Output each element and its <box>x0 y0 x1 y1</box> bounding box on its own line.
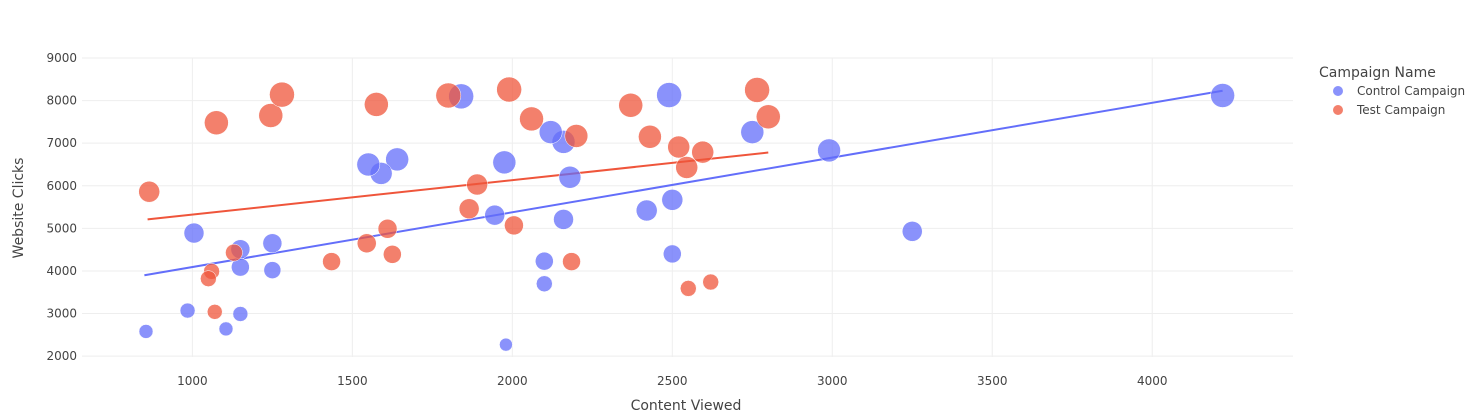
legend-label-test: Test Campaign <box>1356 103 1445 117</box>
test-campaign-point[interactable] <box>200 270 217 287</box>
y-tick-label: 4000 <box>46 264 77 278</box>
control-campaign-trendline <box>144 89 1223 277</box>
test-campaign-point[interactable] <box>269 81 295 108</box>
y-tick-label: 5000 <box>46 221 77 235</box>
control-campaign-point[interactable] <box>492 150 517 175</box>
trendlines <box>144 89 1223 277</box>
control-campaign-point[interactable] <box>179 302 196 319</box>
x-axis-title: Content Viewed <box>631 398 742 414</box>
x-tick-label: 1000 <box>177 374 208 388</box>
test-campaign-point[interactable] <box>744 77 770 103</box>
legend-marker-control <box>1333 86 1343 96</box>
control-campaign-point[interactable] <box>817 138 841 163</box>
control-campaign-point[interactable] <box>535 251 554 271</box>
x-tick-label: 3500 <box>977 374 1008 388</box>
x-tick-label: 1500 <box>337 374 368 388</box>
legend-label-control: Control Campaign <box>1357 84 1465 98</box>
test-campaign-point[interactable] <box>504 215 524 236</box>
test-campaign-point[interactable] <box>383 245 402 264</box>
control-campaign-point[interactable] <box>558 166 582 189</box>
control-campaign-point[interactable] <box>356 152 381 177</box>
control-campaign-point[interactable] <box>499 337 513 352</box>
control-campaign-point[interactable] <box>1210 83 1235 108</box>
test-campaign-point[interactable] <box>377 219 398 239</box>
test-campaign-point[interactable] <box>204 110 229 135</box>
test-campaign-point[interactable] <box>466 173 488 196</box>
test-campaign-point[interactable] <box>638 125 662 149</box>
y-tick-label: 9000 <box>46 51 77 65</box>
test-campaign-point[interactable] <box>207 304 223 320</box>
control-campaign-point[interactable] <box>138 324 154 339</box>
control-campaign-point[interactable] <box>218 321 234 337</box>
test-campaign-point[interactable] <box>258 103 284 128</box>
test-campaign-point[interactable] <box>322 252 341 271</box>
test-campaign-point[interactable] <box>691 140 714 164</box>
y-tick-label: 3000 <box>46 307 77 321</box>
control-campaign-point[interactable] <box>484 204 505 226</box>
test-campaign-point[interactable] <box>756 104 781 130</box>
test-campaign-point[interactable] <box>667 135 690 159</box>
control-campaign-point[interactable] <box>902 221 923 242</box>
control-campaign-point[interactable] <box>262 233 283 254</box>
legend-title: Campaign Name <box>1319 65 1436 81</box>
x-tick-label: 4000 <box>1137 374 1168 388</box>
control-campaign-point[interactable] <box>263 261 282 279</box>
y-tick-label: 6000 <box>46 179 77 193</box>
data-points <box>138 76 1235 352</box>
test-campaign-point[interactable] <box>364 92 389 117</box>
control-campaign-point[interactable] <box>740 120 765 144</box>
control-campaign-point[interactable] <box>183 222 205 244</box>
control-campaign-point[interactable] <box>536 275 553 292</box>
test-campaign-point[interactable] <box>519 106 544 132</box>
control-campaign-point[interactable] <box>656 82 682 108</box>
test-campaign-point[interactable] <box>680 280 697 297</box>
x-tick-label: 2000 <box>497 374 528 388</box>
test-campaign-point[interactable] <box>702 273 719 291</box>
control-campaign-point[interactable] <box>661 189 684 211</box>
control-campaign-point[interactable] <box>553 209 574 230</box>
legend-item-test[interactable]: Test Campaign <box>1333 103 1445 117</box>
test-campaign-point[interactable] <box>496 76 522 103</box>
control-campaign-point[interactable] <box>232 306 249 322</box>
test-campaign-point[interactable] <box>357 233 377 254</box>
x-tick-label: 2500 <box>657 374 688 388</box>
test-campaign-point[interactable] <box>458 198 480 220</box>
control-campaign-point[interactable] <box>538 120 563 144</box>
x-tick-label: 3000 <box>817 374 848 388</box>
y-tick-label: 8000 <box>46 94 77 108</box>
test-campaign-point[interactable] <box>564 124 589 148</box>
control-campaign-point[interactable] <box>635 199 658 222</box>
y-tick-label: 7000 <box>46 136 77 150</box>
legend-item-control[interactable]: Control Campaign <box>1333 84 1465 98</box>
test-campaign-point[interactable] <box>435 82 462 109</box>
x-axis-ticks: 1000 1500 2000 2500 3000 3500 4000 <box>177 374 1167 388</box>
control-campaign-point[interactable] <box>385 147 409 172</box>
test-campaign-point[interactable] <box>562 252 581 271</box>
y-axis-title: Website Clicks <box>11 158 27 259</box>
control-campaign-point[interactable] <box>663 244 682 264</box>
y-axis-ticks: 2000 3000 4000 5000 6000 7000 8000 9000 <box>46 51 77 363</box>
test-campaign-point[interactable] <box>138 180 160 203</box>
y-tick-label: 2000 <box>46 349 77 363</box>
test-campaign-point[interactable] <box>618 93 643 118</box>
test-campaign-trendline <box>147 151 769 221</box>
legend[interactable]: Campaign Name Control Campaign Test Camp… <box>1319 65 1465 117</box>
legend-marker-test <box>1333 105 1343 115</box>
test-campaign-point[interactable] <box>675 156 698 179</box>
test-campaign-point[interactable] <box>225 243 243 262</box>
